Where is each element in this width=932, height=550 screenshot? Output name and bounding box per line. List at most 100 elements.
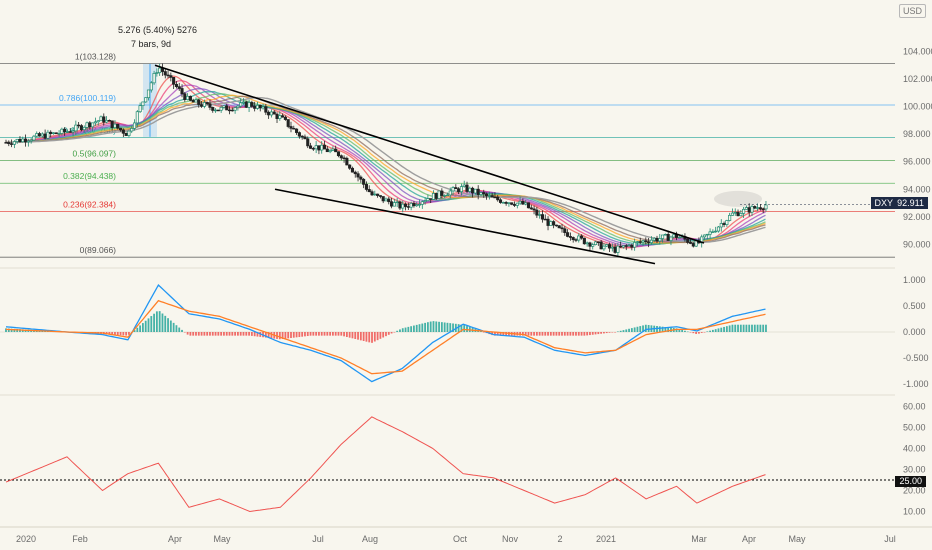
macd-histogram-bar [449,323,452,332]
trend-channel-drawing[interactable] [154,64,895,265]
macd-histogram-bar [329,332,332,336]
macd-histogram-bar [583,332,586,336]
macd-histogram-bar [312,332,315,336]
candle-body [356,173,360,178]
candle-body [328,150,332,153]
macd-histogram-bar [644,324,647,332]
candle-body [12,141,16,145]
candle-body [652,237,656,241]
macd-histogram-bar [376,332,379,341]
candle-body [124,132,128,136]
price-axes[interactable]: 104.000 102.000 100.000 98.000 96.000 94.000 9… [16,47,932,544]
macd-histogram-bar [343,332,345,337]
candle-body [261,106,265,109]
macd-histogram-bar [245,332,248,336]
candle-body [334,148,338,153]
macd-histogram-bar [108,332,111,335]
candle-body [71,130,75,133]
candle-body [733,212,737,214]
macd-histogram-bar [703,332,706,333]
macd-histogram-bar [390,332,393,334]
candle-body [471,187,475,194]
candle-body [406,206,410,208]
macd-histogram-bar [354,332,357,339]
macd-histogram-bar [16,329,19,332]
macd-histogram-bar [594,332,597,335]
macd-histogram-bar [502,332,505,336]
candle-body [526,202,531,209]
candle-body [613,246,617,253]
macd-histogram-bar [309,332,312,336]
candle-body [529,207,533,210]
candle-body [376,193,380,196]
macd-histogram-bar [600,332,603,334]
macd-histogram-bar [658,326,661,332]
candle-body [498,199,503,203]
macd-histogram-bar [443,322,446,332]
macd-histogram-bar [315,332,318,336]
candle-body [188,95,192,101]
macd-histogram-bar [379,332,382,339]
candle-body [180,88,184,95]
macd-histogram-bar [306,332,309,337]
candle-body [339,155,343,159]
candle-body [46,131,50,139]
candle-body [401,203,405,209]
macd-histogram-bar [125,332,128,336]
macd-histogram-bar [407,326,410,332]
macd-histogram-bar [228,332,231,336]
currency-badge[interactable]: USD [898,4,926,18]
candle-body [705,233,709,236]
candle-body [138,105,142,113]
macd-histogram-bar [706,331,709,332]
candle-body [457,188,461,193]
macd-histogram-bar [362,332,365,342]
candle-body [591,244,595,247]
macd-histogram-bar [499,332,502,336]
macd-histogram-bar [371,332,373,343]
macd-histogram-bar [661,326,664,332]
candle-body [85,122,89,128]
macd-histogram-bar [457,324,460,332]
candle-body [554,224,558,227]
time-tick-label: 2021 [596,534,616,544]
macd-histogram-bar [270,332,273,339]
macd-histogram-bar [544,332,547,336]
candle-body [4,142,8,144]
candle-body [546,218,550,226]
candle-body [292,127,296,130]
macd-histogram-bar [751,324,753,332]
macd-histogram-bar [326,332,329,336]
macd-histogram-bar [630,328,633,332]
adx-tick-label: 40.00 [903,443,926,453]
price-tick-label: 94.000 [903,184,931,194]
highlight-ellipse [714,190,762,207]
macd-histogram-bar [298,332,301,338]
candle-body [91,122,95,128]
candle-body [627,244,631,247]
macd-histogram-bar [359,332,362,341]
macd-histogram-bar [116,332,119,336]
candle-body [236,105,240,108]
candle-body [462,184,466,187]
macd-histogram-bar [250,332,253,336]
candle-body [566,232,570,237]
candle-body [241,101,246,104]
fib-level-label: 1(103.128) [75,52,116,62]
macd-histogram-bar [717,328,720,332]
time-tick-label: Aug [362,534,378,544]
candle-body [239,102,243,107]
macd-histogram-bar [142,323,144,332]
macd-histogram-bar [446,322,449,332]
candle-body [719,223,723,228]
macd-histogram-bar [186,332,189,335]
candle-body [132,122,137,129]
macd-histogram-bar [482,332,485,333]
macd-histogram-bar [608,332,611,333]
candle-body [219,107,223,111]
candle-body [29,139,33,142]
moving-average-ribbon [6,75,766,249]
macd-histogram-bar [678,329,681,332]
macd-histogram-bar [334,332,337,336]
